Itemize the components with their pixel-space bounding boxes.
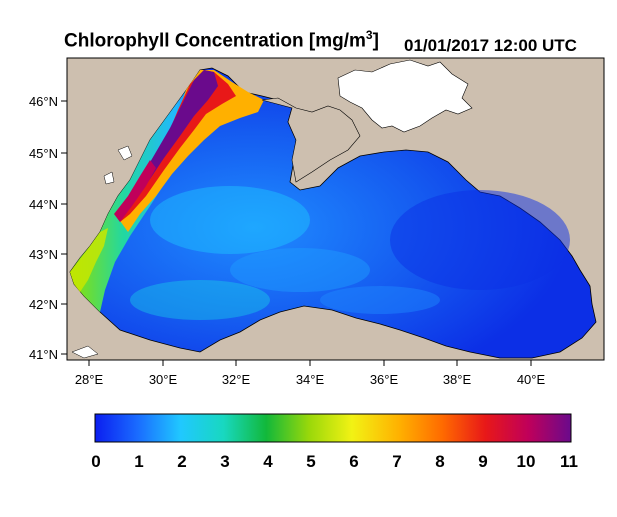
inland-lake — [117, 145, 133, 161]
timestamp-label: 01/01/2017 12:00 UTC — [404, 36, 577, 55]
coastal-strip-west — [70, 228, 108, 292]
lon-tick-label: 38°E — [443, 372, 472, 387]
colorbar-label: 4 — [263, 452, 273, 471]
lat-axis: 41°N 42°N 43°N 44°N 45°N 46°N — [29, 94, 67, 362]
colorbar — [94, 413, 572, 443]
colorbar-label: 6 — [349, 452, 358, 471]
high-chl-band-red — [120, 70, 236, 222]
eddy-cyan — [150, 186, 310, 254]
lon-tick-label: 28°E — [75, 372, 104, 387]
colorbar-label: 7 — [392, 452, 401, 471]
high-chl-band-orange — [118, 70, 264, 232]
danube-delta-plume — [114, 160, 156, 222]
sea-of-azov — [337, 59, 473, 133]
eddy-blue — [390, 190, 570, 290]
lat-tick-label: 43°N — [29, 247, 58, 262]
eddy-cyan — [320, 286, 440, 314]
lat-tick-label: 41°N — [29, 347, 58, 362]
lat-tick-label: 44°N — [29, 197, 58, 212]
inland-lake — [103, 171, 115, 185]
lon-tick-label: 36°E — [370, 372, 399, 387]
lat-tick-label: 45°N — [29, 146, 58, 161]
lat-tick-label: 46°N — [29, 94, 58, 109]
colorbar-labels: 0 1 2 3 4 5 6 7 8 9 10 11 — [91, 452, 578, 471]
lon-tick-label: 34°E — [296, 372, 325, 387]
colorbar-label: 0 — [91, 452, 100, 471]
colorbar-label: 2 — [177, 452, 186, 471]
colorbar-label: 8 — [435, 452, 444, 471]
eddy-cyan — [130, 280, 270, 320]
colorbar-label: 3 — [220, 452, 229, 471]
lon-tick-label: 30°E — [149, 372, 178, 387]
colorbar-label: 9 — [478, 452, 487, 471]
lon-tick-label: 40°E — [517, 372, 546, 387]
crimea-peninsula — [261, 97, 361, 183]
colorbar-label: 1 — [134, 452, 143, 471]
inland-lake — [71, 345, 99, 359]
colorbar-label: 10 — [517, 452, 536, 471]
map-title: Chlorophyll Concentration [mg/m3] — [64, 28, 379, 52]
colorbar-label: 11 — [560, 452, 578, 471]
eddy-cyan — [230, 248, 370, 292]
map-frame — [66, 57, 605, 361]
lon-tick-label: 32°E — [222, 372, 251, 387]
lon-axis: 28°E 30°E 32°E 34°E 36°E 38°E 40°E — [75, 360, 546, 387]
colorbar-label: 5 — [306, 452, 315, 471]
lat-tick-label: 42°N — [29, 297, 58, 312]
